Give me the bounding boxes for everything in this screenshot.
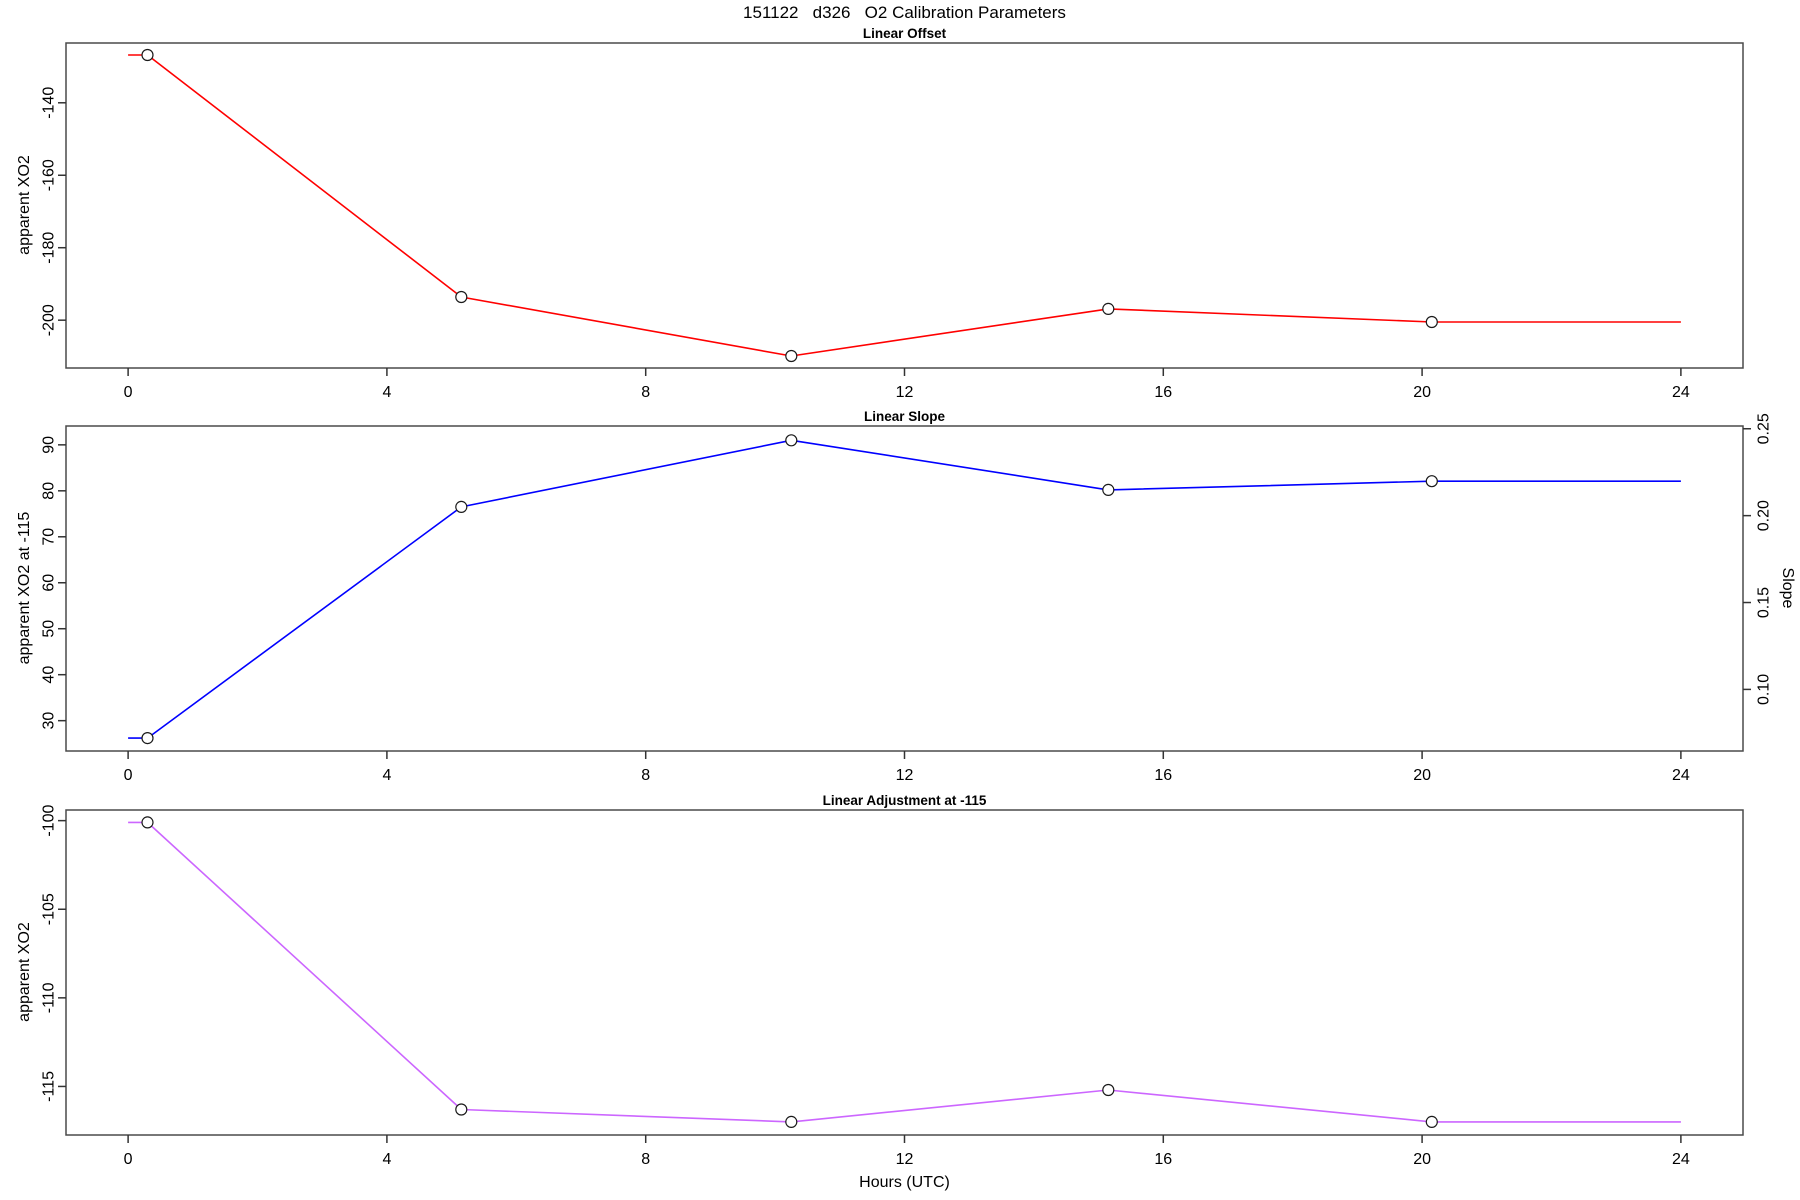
x-tick-label: 4 — [382, 767, 391, 784]
y-tick-label: 30 — [41, 712, 58, 730]
subplot-title-linear-offset: Linear Offset — [862, 26, 947, 41]
y-axis-label-slope-right: Slope — [1779, 567, 1796, 609]
data-point-marker — [1425, 475, 1438, 488]
x-tick-label: 12 — [896, 1151, 914, 1168]
x-tick-label: 8 — [641, 1151, 650, 1168]
data-line — [128, 439, 1681, 739]
data-point-marker — [455, 500, 468, 514]
data-point-marker — [141, 816, 154, 829]
y-tick-label: -105 — [41, 893, 58, 925]
x-tick-label: 8 — [641, 767, 650, 784]
y-tick-label: 60 — [41, 574, 58, 592]
x-axis-label: Hours (UTC) — [859, 1174, 950, 1191]
x-tick-label: 20 — [1413, 384, 1431, 401]
data-point-marker — [455, 1103, 468, 1116]
y-tick-label: -180 — [41, 232, 58, 264]
plot-box — [65, 809, 1744, 1136]
plot-box — [65, 425, 1744, 752]
data-line — [128, 821, 1681, 1123]
linear-adjustment-at-115-plot: 0 4 8 12 16 20 24 -100 -105 -110 -115 — [41, 805, 1744, 1168]
right-y-tick-label: 0.15 — [1756, 587, 1773, 618]
y-tick-label: 70 — [41, 528, 58, 546]
subplot-title-linear-adjustment: Linear Adjustment at -115 — [822, 793, 987, 808]
y-tick-label: -160 — [41, 159, 58, 191]
right-y-tick-label: 0.20 — [1756, 500, 1773, 531]
x-tick-label: 16 — [1154, 1151, 1172, 1168]
right-y-tick-label: 0.10 — [1756, 674, 1773, 705]
y-tick-label: -200 — [41, 304, 58, 336]
x-tick-label: 12 — [896, 767, 914, 784]
x-tick-label: 20 — [1413, 767, 1431, 784]
data-point-marker — [141, 732, 154, 745]
data-point-marker — [1425, 1115, 1438, 1128]
linear-slope-plot: 0 4 8 12 16 20 24 30 40 50 60 70 80 90 0.25 0.20 0.15 0.1… — [41, 413, 1773, 784]
y-tick-label: -100 — [41, 805, 58, 837]
y-axis-label-offset: apparent XO2 — [16, 155, 33, 255]
data-point-marker — [1102, 302, 1115, 315]
x-tick-label: 24 — [1672, 767, 1690, 784]
figure-title: 151122 d326 O2 Calibration Parameters — [743, 3, 1066, 22]
right-y-tick-label: 0.25 — [1756, 413, 1773, 444]
y-tick-label: 50 — [41, 620, 58, 638]
x-tick-label: 24 — [1672, 384, 1690, 401]
subplot-title-linear-slope: Linear Slope — [863, 409, 946, 424]
data-point-marker — [785, 1115, 798, 1128]
y-axis-label-slope-left: apparent XO2 at -115 — [16, 511, 33, 665]
data-point-marker — [141, 48, 154, 62]
x-tick-label: 8 — [641, 384, 650, 401]
data-point-marker — [785, 349, 798, 363]
y-tick-label: -140 — [41, 87, 58, 119]
y-tick-label: -115 — [41, 1071, 58, 1102]
data-point-marker — [1102, 483, 1115, 497]
data-line — [128, 54, 1681, 357]
x-tick-label: 0 — [124, 767, 133, 784]
x-tick-label: 4 — [382, 384, 391, 401]
plot-box — [65, 42, 1744, 369]
y-tick-label: -110 — [41, 982, 58, 1013]
data-point-marker — [1102, 1083, 1115, 1097]
x-tick-label: 24 — [1672, 1151, 1690, 1168]
x-tick-label: 16 — [1154, 384, 1172, 401]
y-axis-label-adjustment: apparent XO2 — [16, 922, 33, 1022]
x-tick-label: 16 — [1154, 767, 1172, 784]
linear-offset-plot: 0 4 8 12 16 20 24 -140 -160 -180 -200 — [41, 42, 1744, 401]
y-tick-label: 80 — [41, 482, 58, 500]
data-point-marker — [1425, 315, 1438, 329]
y-tick-label: 90 — [41, 436, 58, 454]
data-point-marker — [455, 290, 468, 304]
x-tick-label: 4 — [382, 1151, 391, 1168]
data-point-marker — [785, 434, 798, 447]
x-tick-label: 20 — [1413, 1151, 1431, 1168]
y-tick-label: 40 — [41, 666, 58, 684]
x-tick-label: 0 — [124, 384, 133, 401]
x-tick-label: 12 — [896, 384, 914, 401]
x-tick-label: 0 — [124, 1151, 133, 1168]
